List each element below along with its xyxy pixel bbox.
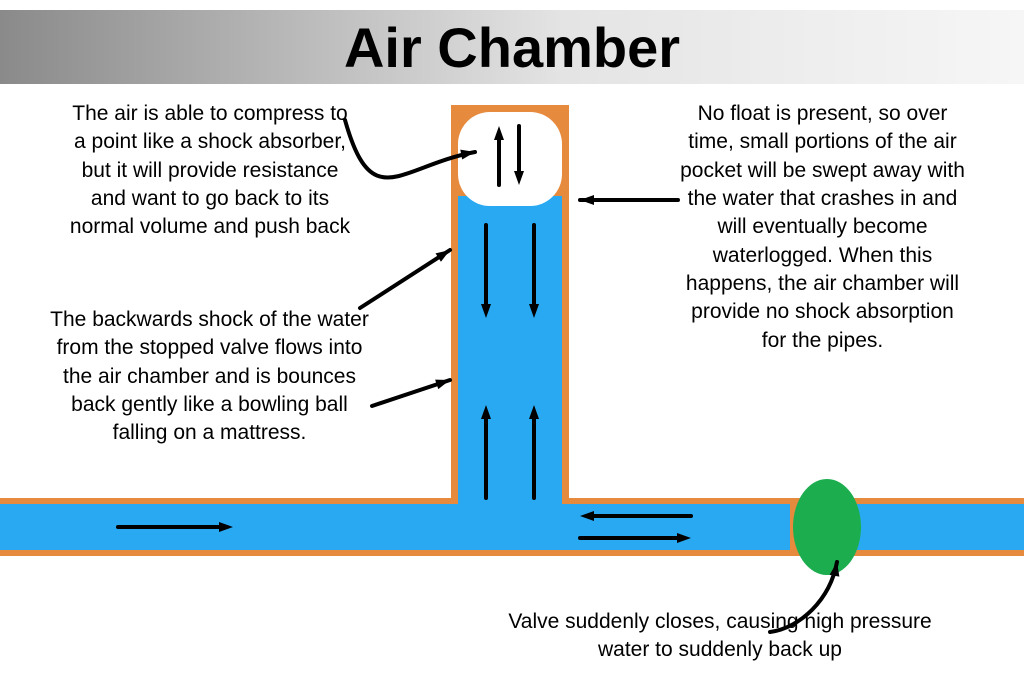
air-pocket xyxy=(458,112,562,206)
annotation-valve: Valve suddenly closes, causing high pres… xyxy=(500,608,940,665)
annotation-no-float: No float is present, so over time, small… xyxy=(680,100,965,355)
to-chamber-lower xyxy=(372,380,450,406)
page-title: Air Chamber xyxy=(344,15,680,80)
horizontal-pipe-water-left xyxy=(0,504,790,550)
annotation-air-compress: The air is able to compress to a point l… xyxy=(65,100,355,242)
valve-icon xyxy=(793,479,861,575)
annotation-backwards-shock: The backwards shock of the water from th… xyxy=(42,306,377,448)
horizontal-pipe-water-right xyxy=(854,504,1024,550)
title-bar: Air Chamber xyxy=(0,10,1024,84)
to-chamber-upper xyxy=(360,250,450,308)
air-chamber-water xyxy=(458,196,562,550)
